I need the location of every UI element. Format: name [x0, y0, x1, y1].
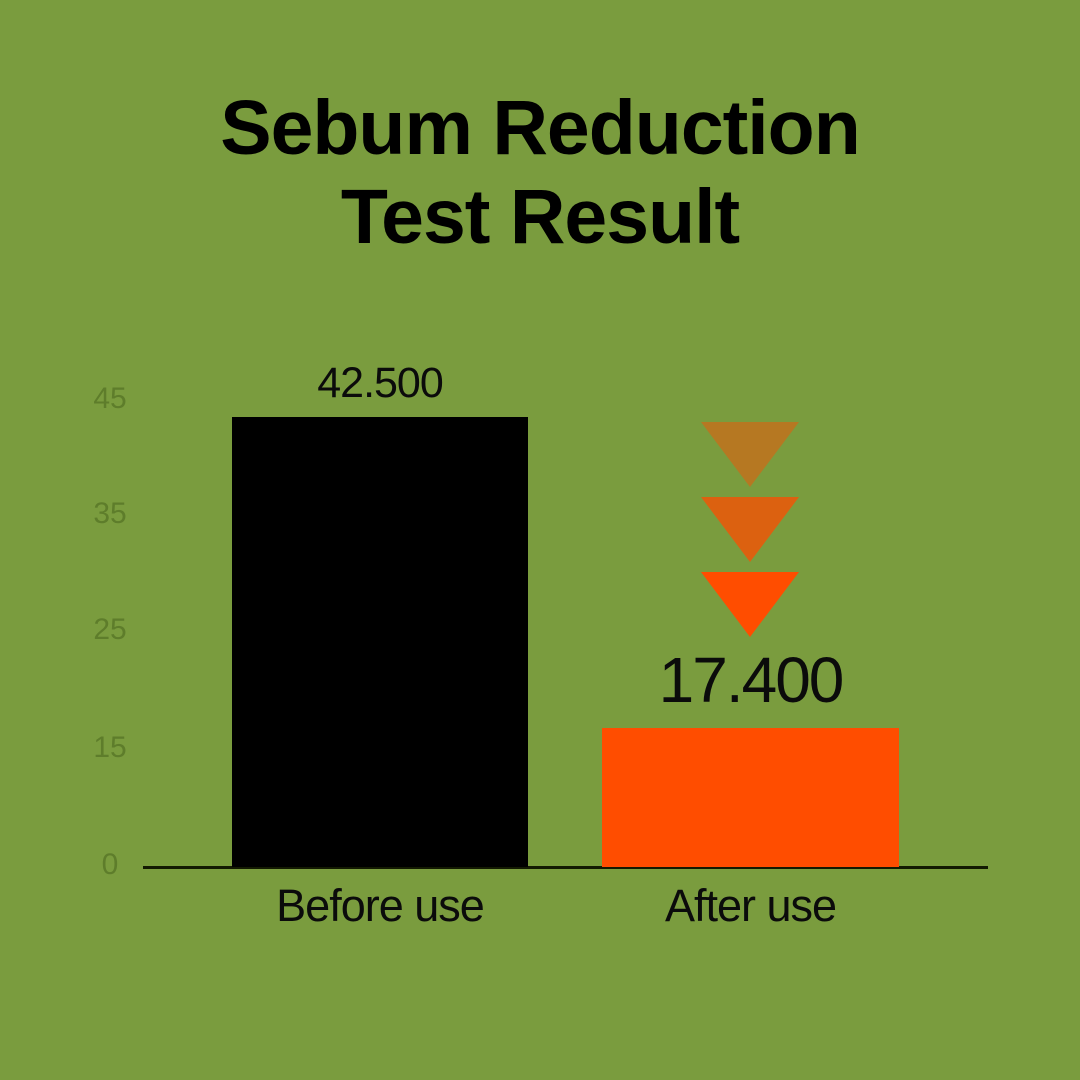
- x-axis-line: [143, 866, 988, 869]
- category-label-before-use: Before use: [276, 880, 485, 931]
- arrow-down-icon-1: [701, 422, 799, 487]
- chart-title-line2: Test Result: [340, 174, 740, 260]
- arrow-down-icon-2: [701, 497, 799, 562]
- arrow-down-icon-3: [701, 572, 799, 637]
- value-label-after-use: 17.400: [658, 644, 845, 716]
- y-axis-tick-25: 25: [93, 613, 127, 646]
- category-label-after-use: After use: [664, 880, 837, 931]
- y-axis-tick-35: 35: [93, 497, 127, 530]
- y-axis-tick-0: 0: [101, 848, 119, 881]
- y-axis-tick-45: 45: [93, 382, 127, 415]
- decrease-arrows-group: [701, 422, 799, 637]
- chart-title: Sebum Reduction Test Result: [0, 84, 1080, 262]
- value-label-before-use: 42.500: [317, 359, 444, 407]
- bar-before-use: [232, 417, 528, 867]
- y-axis-tick-15: 15: [93, 731, 127, 764]
- bar-after-use: [602, 728, 899, 867]
- chart-title-line1: Sebum Reduction: [220, 85, 861, 171]
